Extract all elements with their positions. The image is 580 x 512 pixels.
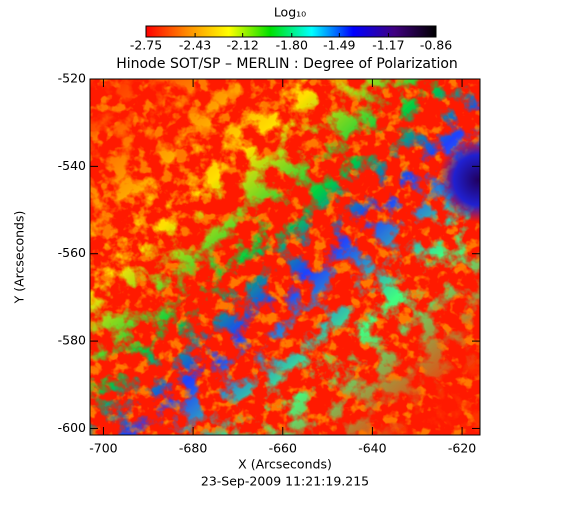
x-axis-label: X (Arcseconds) — [238, 457, 332, 472]
colorbar-tick-label: -1.49 — [323, 38, 355, 53]
y-tick-label: -600 — [58, 420, 86, 435]
x-tick-label: -700 — [89, 441, 117, 456]
date-label: 23-Sep-2009 11:21:19.215 — [201, 474, 369, 489]
colorbar — [145, 25, 437, 38]
y-tick-label: -520 — [58, 71, 86, 86]
colorbar-label: Log₁₀ — [274, 5, 306, 20]
colorbar-tick-label: -1.80 — [276, 38, 308, 53]
colorbar-tick-label: -2.12 — [226, 38, 258, 53]
y-axis-label: Y (Arcseconds) — [12, 211, 27, 305]
colorbar-tick-label: -2.75 — [130, 38, 162, 53]
y-tick-label: -540 — [58, 158, 86, 173]
colorbar-tick-label: -0.86 — [420, 38, 452, 53]
colorbar-tick-label: -1.17 — [372, 38, 404, 53]
y-tick-label: -580 — [58, 333, 86, 348]
y-tick-label: -560 — [58, 245, 86, 260]
x-tick-label: -660 — [269, 441, 297, 456]
colorbar-tick-label: -2.43 — [179, 38, 211, 53]
x-tick-label: -640 — [358, 441, 386, 456]
heatmap-image — [90, 79, 480, 435]
x-tick-label: -680 — [179, 441, 207, 456]
chart-title: Hinode SOT/SP – MERLIN : Degree of Polar… — [116, 56, 458, 72]
x-tick-label: -620 — [448, 441, 476, 456]
plot-frame — [89, 78, 481, 436]
